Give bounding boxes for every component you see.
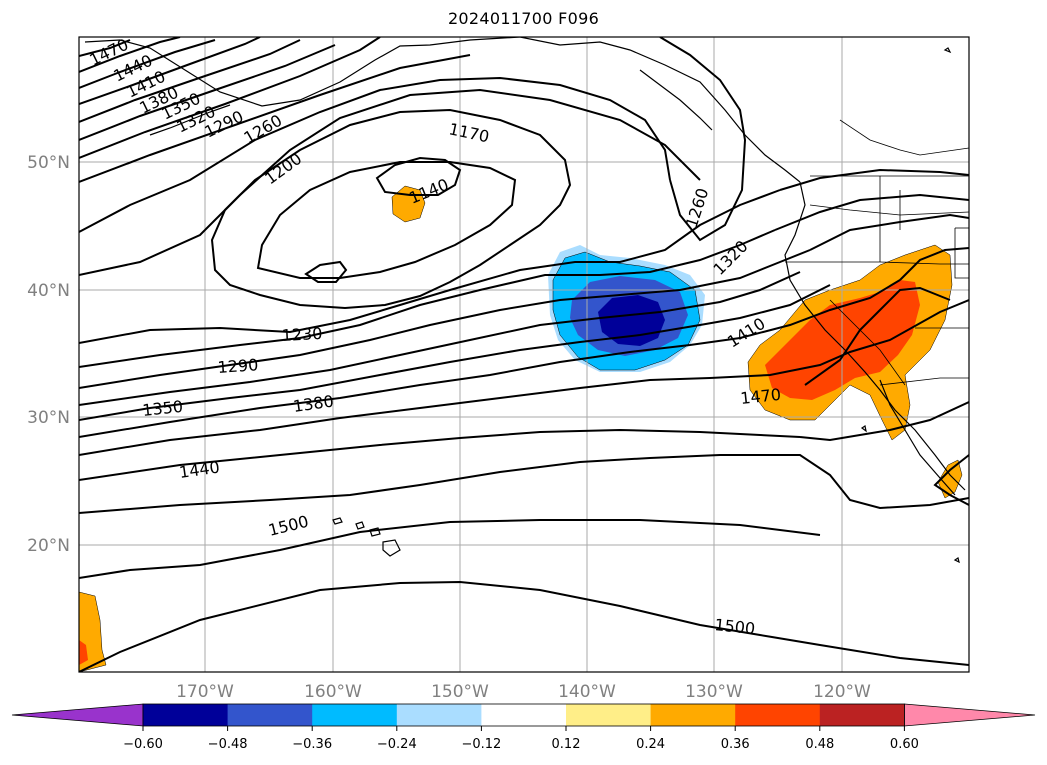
colorbar-tick-label: −0.60 [123,737,163,752]
colorbar-outline [142,703,905,727]
map-frame [78,36,970,673]
longitude-labels: 170°W 160°W 150°W 140°W 130°W 120°W [176,682,871,702]
lon-label: 170°W [176,682,234,702]
contour-label: 1470 [739,385,781,408]
colorbar-tick-label: −0.24 [377,737,417,752]
colorbar-segment [312,704,398,726]
colorbar-tick-label: 0.36 [721,737,750,752]
colorbar-extension-high [904,703,1036,727]
map-title: 2024011700 F096 [447,9,600,28]
lat-label: 30°N [27,408,70,428]
colorbar-tick-label: 0.24 [636,737,665,752]
lon-label: 160°W [304,682,362,702]
contour-label: 1230 [281,324,323,345]
colorbar: −0.60 −0.48 −0.36 −0.24 −0.12 0.12 0.24 0.36 0.4… [11,703,1036,752]
colorbar-segment [227,704,313,726]
colorbar-segment [735,704,821,726]
coastlines [84,37,966,564]
lon-label: 130°W [685,682,743,702]
colorbar-tick-label: −0.48 [208,737,248,752]
lon-label: 150°W [431,682,489,702]
colorbar-tick-label: 0.12 [552,737,581,752]
colorbar-segment [566,704,652,726]
colorbar-segment [396,704,482,726]
map-area: 1470 1440 1410 1380 1350 1320 1290 1260 … [79,37,969,672]
lat-label: 40°N [27,281,70,301]
contour-label: 1350 [141,397,183,420]
lon-label: 120°W [813,682,871,702]
positive-anomaly-southwest-red [79,640,88,665]
contour-label: 1290 [217,355,259,377]
contour-label: 1500 [714,615,756,638]
colorbar-tick-label: 0.48 [805,737,834,752]
lat-label: 50°N [27,153,70,173]
positive-anomaly-baja [937,459,963,499]
colorbar-segment [650,704,736,726]
colorbar-segment [143,704,229,726]
lat-label: 20°N [27,536,70,556]
lon-label: 140°W [558,682,616,702]
colorbar-tick-label: −0.36 [292,737,332,752]
latitude-labels: 50°N 40°N 30°N 20°N [27,153,70,556]
colorbar-tick-label: 0.60 [890,737,919,752]
colorbar-segment [819,704,905,726]
height-contours [79,37,969,672]
colorbar-segment [481,704,567,726]
colorbar-tick-label: −0.12 [461,737,501,752]
colorbar-extension-low [11,703,144,727]
